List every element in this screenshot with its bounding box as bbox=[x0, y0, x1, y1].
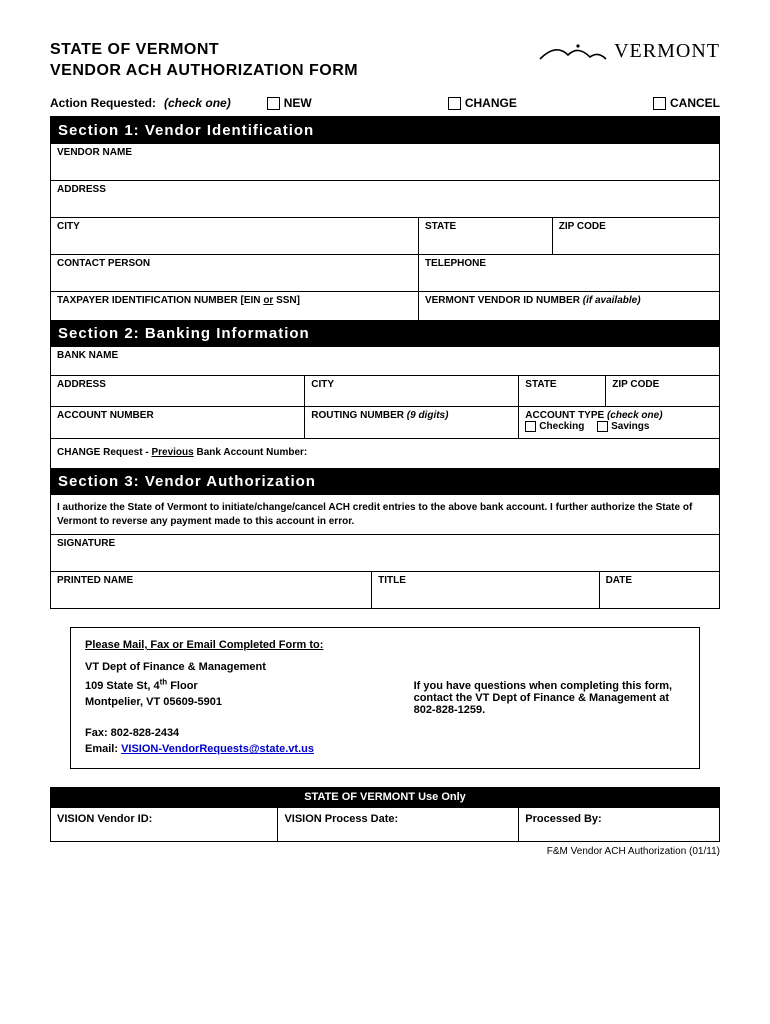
section-3-header: Section 3: Vendor Authorization bbox=[50, 469, 720, 494]
org-line-1: STATE OF VERMONT bbox=[50, 40, 358, 61]
field-account-type: ACCOUNT TYPE (check one) Checking Saving… bbox=[519, 406, 720, 438]
field-bank-address[interactable]: ADDRESS bbox=[51, 375, 305, 406]
field-bank-state[interactable]: STATE bbox=[519, 375, 606, 406]
page-header: STATE OF VERMONT VENDOR ACH AUTHORIZATIO… bbox=[50, 40, 720, 82]
mountain-icon bbox=[538, 41, 608, 63]
field-change-request[interactable]: CHANGE Request - Previous Bank Account N… bbox=[51, 439, 720, 469]
field-bank-zip[interactable]: ZIP CODE bbox=[606, 375, 720, 406]
field-printed-name[interactable]: PRINTED NAME bbox=[51, 572, 372, 609]
mail-dept: VT Dept of Finance & Management bbox=[85, 661, 266, 673]
vermont-logo: VERMONT bbox=[538, 40, 720, 63]
mail-email-label: Email: bbox=[85, 743, 121, 755]
authorization-text: I authorize the State of Vermont to init… bbox=[51, 495, 720, 535]
field-city[interactable]: CITY bbox=[51, 217, 419, 254]
section-2-table: BANK NAME ADDRESS CITY STATE ZIP CODE AC… bbox=[50, 346, 720, 469]
checkbox-change[interactable]: CHANGE bbox=[448, 96, 517, 110]
checkbox-new[interactable]: NEW bbox=[267, 96, 312, 110]
section-1-table: VENDOR NAME ADDRESS CITY STATE ZIP CODE … bbox=[50, 143, 720, 321]
field-bank-name[interactable]: BANK NAME bbox=[51, 346, 720, 375]
use-only-table: VISION Vendor ID: VISION Process Date: P… bbox=[50, 807, 720, 842]
section-3-table: I authorize the State of Vermont to init… bbox=[50, 494, 720, 609]
mail-left-col: Please Mail, Fax or Email Completed Form… bbox=[85, 638, 384, 758]
checkbox-cancel[interactable]: CANCEL bbox=[653, 96, 720, 110]
field-date[interactable]: DATE bbox=[599, 572, 719, 609]
field-state[interactable]: STATE bbox=[418, 217, 552, 254]
action-requested-row: Action Requested: (check one) NEW CHANGE… bbox=[50, 96, 720, 118]
mail-addr1: 109 State St, 4th Floor bbox=[85, 680, 198, 692]
mail-fax: Fax: 802-828-2434 bbox=[85, 727, 179, 739]
checkbox-checking[interactable]: Checking bbox=[525, 421, 584, 432]
mail-addr2: Montpelier, VT 05609-5901 bbox=[85, 696, 222, 708]
org-line-2: VENDOR ACH AUTHORIZATION FORM bbox=[50, 61, 358, 82]
checkbox-savings[interactable]: Savings bbox=[597, 421, 649, 432]
mail-email-link[interactable]: VISION-VendorRequests@state.vt.us bbox=[121, 743, 314, 755]
logo-text: VERMONT bbox=[614, 40, 720, 63]
field-address[interactable]: ADDRESS bbox=[51, 180, 720, 217]
field-telephone[interactable]: TELEPHONE bbox=[418, 254, 719, 291]
field-title[interactable]: TITLE bbox=[372, 572, 599, 609]
field-vendor-name[interactable]: VENDOR NAME bbox=[51, 143, 720, 180]
mail-right-col: If you have questions when completing th… bbox=[414, 638, 685, 758]
field-processed-by[interactable]: Processed By: bbox=[519, 808, 720, 842]
action-note: (check one) bbox=[164, 96, 231, 110]
mail-help-text: If you have questions when completing th… bbox=[414, 680, 685, 716]
field-routing-number[interactable]: ROUTING NUMBER (9 digits) bbox=[305, 406, 519, 438]
field-bank-city[interactable]: CITY bbox=[305, 375, 519, 406]
title-block: STATE OF VERMONT VENDOR ACH AUTHORIZATIO… bbox=[50, 40, 358, 82]
field-account-number[interactable]: ACCOUNT NUMBER bbox=[51, 406, 305, 438]
field-signature[interactable]: SIGNATURE bbox=[51, 535, 720, 572]
field-zip[interactable]: ZIP CODE bbox=[552, 217, 719, 254]
section-2-header: Section 2: Banking Information bbox=[50, 321, 720, 346]
field-vision-process-date[interactable]: VISION Process Date: bbox=[278, 808, 519, 842]
field-contact-person[interactable]: CONTACT PERSON bbox=[51, 254, 419, 291]
footer-note: F&M Vendor ACH Authorization (01/11) bbox=[50, 846, 720, 857]
action-label: Action Requested: bbox=[50, 96, 156, 110]
field-tin[interactable]: TAXPAYER IDENTIFICATION NUMBER [EIN or S… bbox=[51, 291, 419, 320]
field-vendor-id[interactable]: VERMONT VENDOR ID NUMBER (if available) bbox=[418, 291, 719, 320]
section-1-header: Section 1: Vendor Identification bbox=[50, 118, 720, 143]
mail-title: Please Mail, Fax or Email Completed Form… bbox=[85, 638, 384, 654]
field-vision-vendor-id[interactable]: VISION Vendor ID: bbox=[51, 808, 278, 842]
use-only-header: STATE OF VERMONT Use Only bbox=[50, 787, 720, 807]
mailing-instructions-box: Please Mail, Fax or Email Completed Form… bbox=[70, 627, 700, 769]
